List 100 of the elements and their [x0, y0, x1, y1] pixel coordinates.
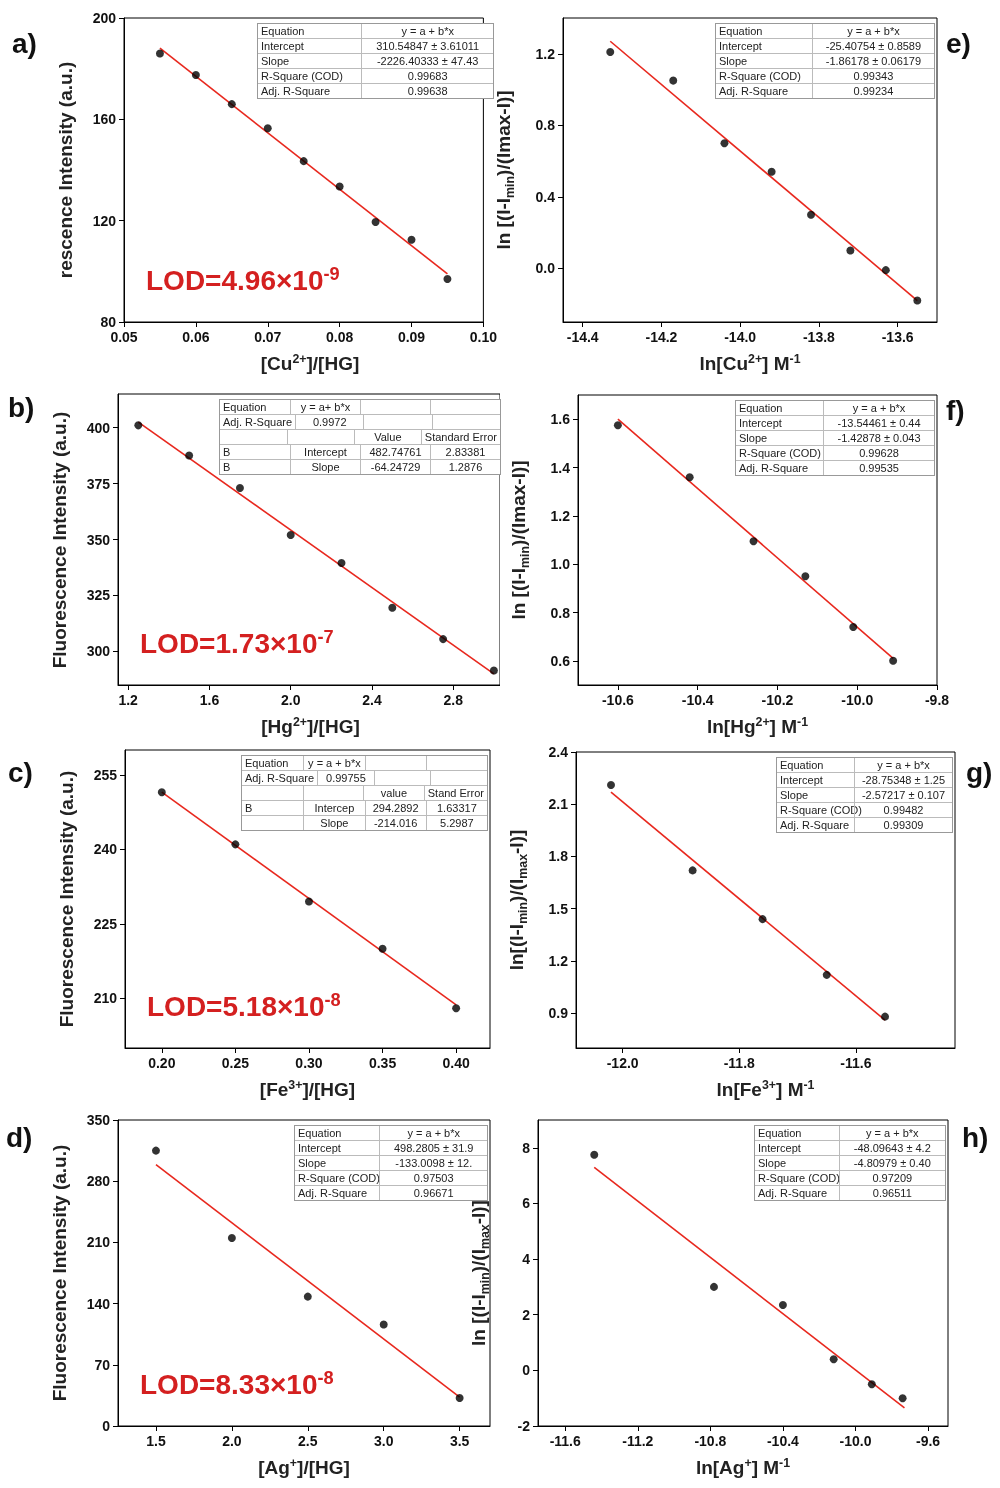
x-axis-title: [Ag$^{+}$]/[HG] — [258, 1456, 350, 1480]
text: Intercept -13.54461 ± 0.44 — [739, 417, 921, 429]
y-tick-label: 2.4 — [548, 744, 569, 760]
x-tick-label: 2.5 — [298, 1433, 318, 1449]
x-tick-label: 0.06 — [182, 329, 210, 345]
y-tick-label: 400 — [86, 419, 111, 436]
x-tick-label: -11.6 — [549, 1433, 581, 1449]
y-tick-label: 1.8 — [548, 848, 569, 865]
y-tick-label: 1.6 — [550, 411, 571, 428]
x-tick-label: 2.8 — [443, 692, 464, 708]
y-tick-label: 255 — [93, 766, 118, 783]
x-axis-title: ln[Hg$^{2+}$] M$^{-1}$ — [706, 715, 809, 739]
y-tick-label: 210 — [86, 1234, 111, 1251]
text: B Intercep 294.2892 1.63317 — [245, 802, 477, 814]
y-tick-label: 6 — [522, 1195, 531, 1212]
x-tick-label: -10.0 — [839, 1433, 872, 1449]
chart-title: d) — [6, 1122, 33, 1154]
y-tick-label: 70 — [94, 1356, 111, 1373]
text: Equation y = a + b*x — [739, 402, 906, 414]
text: B Slope -64.24729 1.2876 — [223, 461, 483, 473]
x-tick-label: -11.2 — [622, 1433, 654, 1449]
text: Adj. R-Square 0.99309 — [780, 819, 924, 831]
x-tick-label: 0.09 — [397, 329, 426, 345]
y-tick-label: 375 — [86, 475, 111, 492]
y-tick-label: 225 — [93, 915, 118, 932]
y-tick-label: 0.9 — [548, 1005, 569, 1022]
x-tick-label: 0.07 — [254, 329, 282, 345]
annotation: Adj. R-Square 0.99755 — [244, 771, 367, 785]
text: LOD=5.18×10$^{-8}$ — [147, 990, 341, 1024]
y-axis-title: rescence Intensity (a.u.) — [55, 61, 77, 279]
text: Intercept -28.75348 ± 1.25 — [780, 774, 946, 786]
y-tick-label: 1.2 — [535, 45, 556, 62]
x-tick-label: -10.4 — [681, 692, 714, 708]
x-axis-title: ln[Ag$^{+}$] M$^{-1}$ — [695, 1456, 791, 1480]
text: Adj. R-Square 0.99535 — [739, 462, 899, 474]
y-tick-label: 120 — [92, 212, 117, 229]
x-tick-label: 0.30 — [295, 1055, 323, 1071]
text: LOD=4.96×10$^{-9}$ — [146, 264, 340, 298]
x-tick-label: -12.0 — [606, 1055, 639, 1071]
x-tick-label: -10.6 — [601, 692, 635, 708]
x-tick-label: 1.5 — [146, 1433, 166, 1449]
x-tick-label: -10.0 — [841, 692, 874, 708]
y-tick-label: 0.0 — [535, 260, 556, 277]
y-tick-label: 1.4 — [550, 459, 571, 476]
y-axis-title: Fluorescence Intensity (a.u.) — [49, 1144, 71, 1402]
text: Equation y = a + b*x — [780, 759, 930, 771]
chart-title: e) — [946, 28, 971, 60]
y-tick-label: 0 — [522, 1362, 531, 1379]
x-tick-label: -10.2 — [761, 692, 794, 708]
y-tick-label: 0.4 — [535, 188, 556, 205]
text: Equation y = a + b*x — [298, 1127, 461, 1139]
x-axis-title: ln[Fe$^{3+}$] M$^{-1}$ — [716, 1078, 815, 1102]
x-tick-label: 2.4 — [362, 692, 382, 708]
x-tick-label: 3.0 — [373, 1433, 394, 1449]
x-tick-label: -14.2 — [645, 329, 678, 345]
text: value Stand Error — [380, 787, 484, 799]
x-tick-label: -11.6 — [840, 1055, 872, 1071]
x-tick-label: 0.20 — [148, 1055, 176, 1071]
x-tick-label: -9.6 — [915, 1433, 941, 1449]
y-tick-label: 0.6 — [550, 652, 571, 669]
y-tick-label: 350 — [86, 531, 111, 548]
text: R-Square (COD) 0.99628 — [739, 447, 899, 459]
text: B Intercept 482.74761 2.83381 — [223, 446, 486, 458]
x-tick-label: 0.35 — [368, 1055, 397, 1071]
y-tick-label: 240 — [93, 841, 118, 858]
x-tick-label: 1.2 — [118, 692, 139, 708]
text: Slope -1.42878 ± 0.043 — [739, 432, 921, 444]
x-tick-label: -9.8 — [924, 692, 950, 708]
text: Value Standard Error — [374, 431, 497, 443]
x-tick-label: -11.8 — [723, 1055, 756, 1071]
text: Adj. R-Square 0.9972 — [223, 416, 347, 428]
text: Slope -214.016 5.2987 — [320, 817, 474, 829]
chart-title: g) — [966, 757, 993, 789]
y-tick-label: 4 — [522, 1251, 531, 1268]
x-tick-label: -14.0 — [724, 329, 757, 345]
y-tick-label: 210 — [93, 990, 118, 1007]
text: Equation y = a + b*x — [245, 757, 361, 769]
x-tick-label: 2.0 — [280, 692, 301, 708]
x-tick-label: 0.05 — [110, 329, 138, 345]
y-tick-label: 0.8 — [535, 117, 556, 134]
text: Equation y = a+ b*x — [223, 401, 351, 413]
chart-title: f) — [946, 395, 965, 427]
x-tick-label: -10.8 — [694, 1433, 727, 1449]
y-tick-label: 160 — [92, 111, 117, 128]
chart-title: a) — [12, 28, 37, 60]
chart-title: c) — [8, 757, 33, 789]
text: R-Square (COD) 0.97503 — [298, 1172, 454, 1184]
text: Adj. R-Square 0.99234 — [719, 85, 894, 97]
y-tick-label: 8 — [522, 1139, 531, 1156]
y-tick-label: 80 — [100, 314, 117, 330]
y-tick-label: 1.5 — [548, 900, 569, 917]
y-tick-label: 325 — [86, 587, 111, 604]
x-tick-label: 2.0 — [222, 1433, 242, 1449]
y-tick-label: 0.8 — [550, 604, 571, 621]
x-axis-title: [Hg$^{2+}$]/[HG] — [261, 715, 360, 739]
x-tick-label: 1.6 — [199, 692, 220, 708]
chart-title: h) — [962, 1122, 989, 1154]
x-axis-title: [Cu$^{2+}$]/[HG] — [260, 352, 360, 376]
text: Slope -2.57217 ± 0.107 — [780, 789, 946, 801]
x-tick-label: 0.08 — [326, 329, 354, 345]
